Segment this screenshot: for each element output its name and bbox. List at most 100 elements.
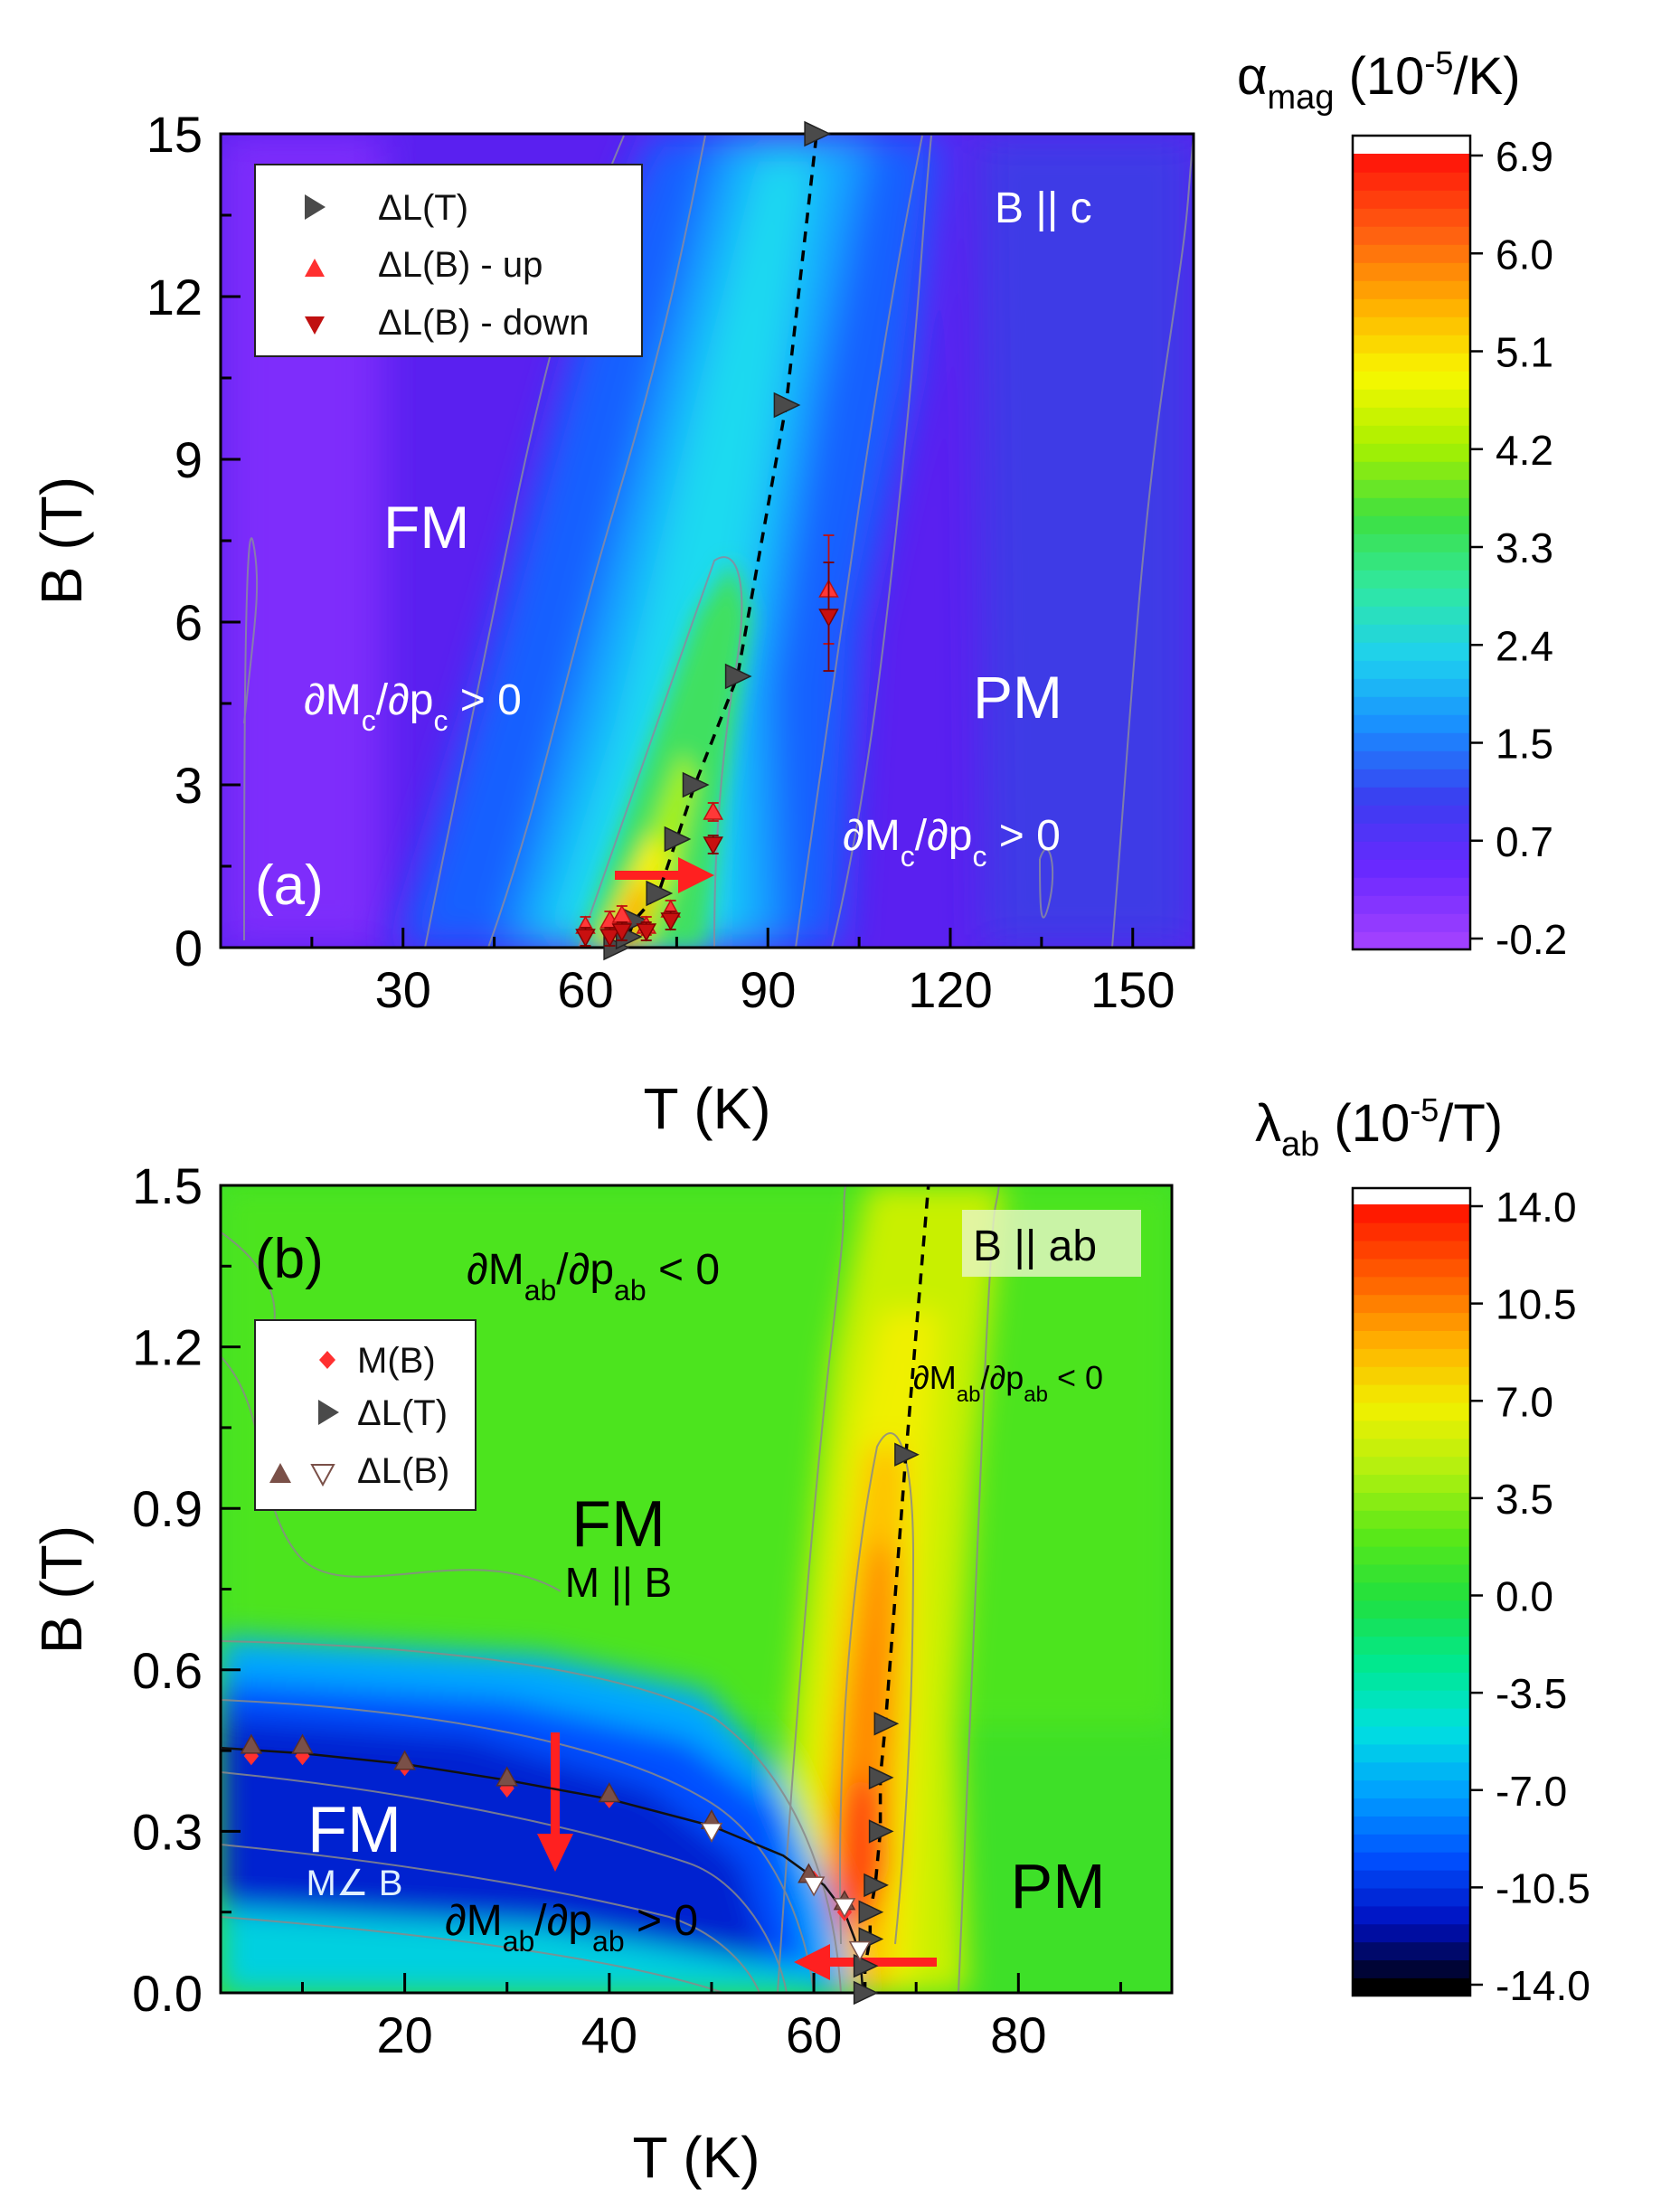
colorbar-band: [1353, 1527, 1470, 1547]
colorbar-band: [1353, 335, 1470, 354]
colorbar-band: [1353, 1222, 1470, 1241]
legend-a-label-dlt: ΔL(T): [378, 188, 468, 228]
colorbar-band: [1353, 1761, 1470, 1781]
x-tick-label: 150: [1090, 961, 1175, 1018]
colorbar-band: [1353, 371, 1470, 390]
legend-a-marker-down: [305, 316, 325, 335]
colorbar-band: [1353, 262, 1470, 281]
data-point-l-t: [873, 1712, 900, 1736]
x-tick-label: 30: [375, 961, 431, 1018]
data-point-l-b-down: [575, 929, 596, 948]
colorbar-band: [1353, 316, 1470, 335]
colorbar-band: [1353, 624, 1470, 643]
x-axis-label-a: T (K): [643, 1076, 770, 1141]
data-point-l-t: [804, 120, 832, 147]
colorbar-band: [1353, 190, 1470, 209]
colorbar-band: [1353, 1581, 1470, 1601]
colorbar-band: [1353, 1834, 1470, 1853]
colorbar-band: [1353, 1348, 1470, 1367]
colorbar-band: [1353, 1402, 1470, 1421]
y-tick-label: 0.3: [132, 1803, 203, 1860]
legend-a-label-up: ΔL(B) - up: [378, 245, 543, 285]
colorbar-band: [1353, 732, 1470, 751]
dashed-boundary-line: [863, 1454, 908, 1993]
legend-a: ΔL(T) ΔL(B) - up ΔL(B) - down: [254, 164, 643, 357]
arrow-a: [615, 857, 714, 893]
colorbar-band: [1353, 1365, 1470, 1385]
data-point-l-b-down: [848, 1940, 872, 1961]
colorbar-band: [1353, 1654, 1470, 1673]
colorbar-band: [1353, 823, 1470, 842]
data-point-l-b-up: [496, 1766, 518, 1787]
data-point-l-t: [664, 826, 692, 853]
dashed-boundary-extension: [904, 1184, 930, 1455]
y-tick-label: 0.9: [132, 1480, 203, 1537]
data-point-l-b-up: [393, 1750, 416, 1770]
data-point-l-b-down: [802, 1876, 826, 1897]
region-fm-upper-sub-b: M || B: [565, 1559, 672, 1606]
region-fm-lower-b: FM: [307, 1794, 401, 1866]
y-tick-label: 0: [175, 920, 203, 977]
y-tick-label: 0.0: [132, 1965, 203, 2022]
colorbar-tick-label: 0.7: [1496, 818, 1553, 865]
colorbar-tick-label: 1.5: [1496, 721, 1553, 768]
colorbar-band: [1353, 714, 1470, 733]
data-point-l-b-down: [703, 836, 723, 855]
colorbar-band: [1353, 1725, 1470, 1745]
colorbar-tick-label: 7.0: [1496, 1378, 1553, 1425]
colorbar-b-gradient: [1353, 1188, 1470, 1996]
colorbar-band: [1353, 841, 1470, 860]
legend-b-label-mb: M(B): [357, 1341, 436, 1381]
y-tick-label: 1.2: [132, 1319, 203, 1376]
legend-a-marker-dlt: [305, 194, 326, 220]
colorbar-tick-label: -3.5: [1496, 1670, 1567, 1717]
colorbar-tick-label: 6.9: [1496, 133, 1553, 180]
field-label-a: B || c: [995, 184, 1092, 232]
colorbar-b-ticks: 14.0 10.5 7.0 3.5 0.0 -3.5 -7.0 -10.5 -14.0: [1470, 1184, 1590, 2009]
y-axis-label-a: B (T): [29, 477, 94, 605]
colorbar-band: [1353, 1330, 1470, 1349]
colorbar-band: [1353, 244, 1470, 263]
colorbar-a: αmag (10-5/K) 6.9 6.0 5.1 4.2 3.3 2.4 1.5 0.7 -0…: [1237, 44, 1567, 963]
colorbar-band: [1353, 1923, 1470, 1943]
data-point-l-b-down: [611, 923, 633, 942]
legend-b-marker-mb: [319, 1351, 335, 1369]
x-tick-label: 80: [990, 2006, 1046, 2063]
y-tick-label: 12: [146, 269, 203, 326]
x-tick-label: 120: [908, 961, 992, 1018]
colorbar-band: [1353, 1240, 1470, 1260]
region-pm-b: PM: [1011, 1851, 1106, 1921]
y-tick-label: 9: [175, 431, 203, 488]
x-tick-label: 20: [376, 2006, 432, 2063]
colorbar-band: [1353, 226, 1470, 245]
colorbar-band: [1353, 1618, 1470, 1637]
colorbar-band: [1353, 678, 1470, 697]
y-tick-label: 15: [146, 106, 203, 163]
axes-a: 30 60 90 120 150 0 3 6 9 12 15: [146, 106, 1175, 1018]
y-axis-label-b: B (T): [29, 1525, 94, 1654]
colorbar-band: [1353, 389, 1470, 408]
y-tick-label: 0.6: [132, 1642, 203, 1699]
colorbar-tick-label: 10.5: [1496, 1281, 1577, 1328]
legend-b-marker-dlt: [318, 1400, 339, 1425]
colorbar-band: [1353, 1420, 1470, 1439]
colorbar-band: [1353, 1600, 1470, 1619]
colorbar-band: [1353, 407, 1470, 426]
colorbar-band: [1353, 1438, 1470, 1458]
colorbar-band: [1353, 1779, 1470, 1799]
data-point-l-t: [682, 771, 710, 798]
colorbar-band: [1353, 1456, 1470, 1476]
x-tick-label: 40: [581, 2006, 637, 2063]
colorbar-band: [1353, 696, 1470, 715]
colorbar-band: [1353, 660, 1470, 679]
colorbar-band: [1353, 425, 1470, 444]
colorbar-tick-label: 5.1: [1496, 329, 1553, 376]
colorbar-band: [1353, 588, 1470, 607]
y-tick-label: 1.5: [132, 1157, 203, 1214]
data-point-l-b-down: [660, 912, 681, 931]
colorbar-band: [1353, 280, 1470, 299]
colorbar-band: [1353, 1905, 1470, 1925]
data-point-l-t: [858, 1900, 884, 1924]
colorbar-band: [1353, 1204, 1470, 1223]
